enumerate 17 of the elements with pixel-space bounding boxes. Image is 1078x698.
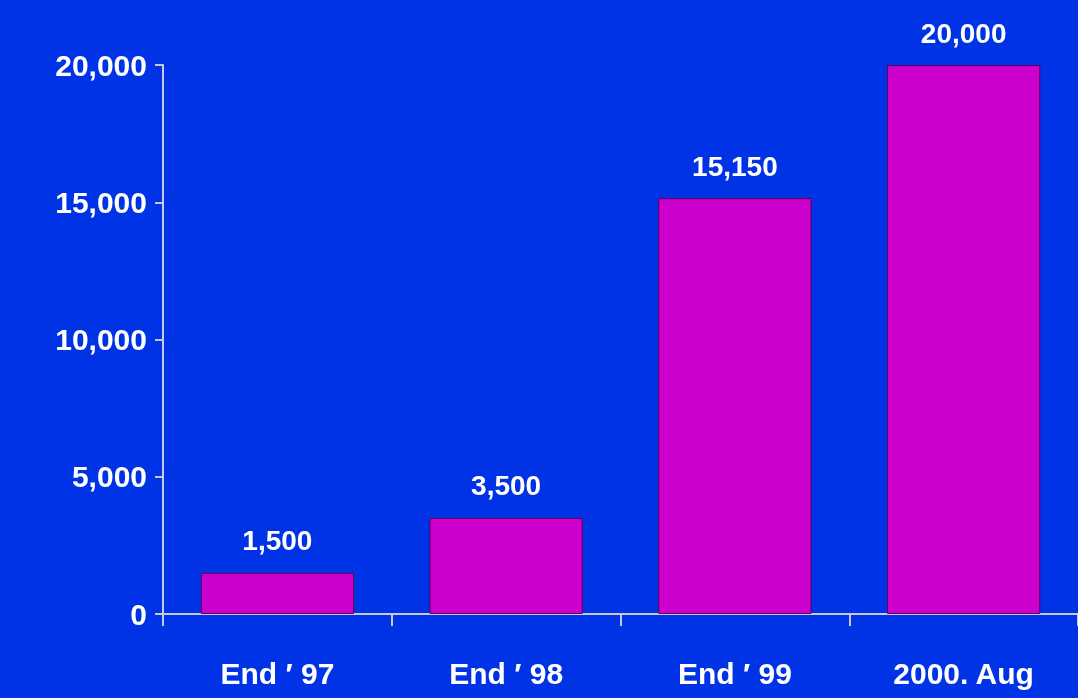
x-tick-label: End ′ 99: [677, 656, 792, 690]
y-tick-label: 5,000: [71, 460, 147, 494]
y-tick-label: 20,000: [55, 48, 147, 82]
data-label: 15,150: [692, 150, 778, 182]
y-tick-label: 15,000: [55, 185, 147, 219]
x-tick-label: 2000. Aug: [893, 656, 1034, 690]
bar: [429, 517, 583, 614]
bar: [200, 572, 355, 614]
bar: [658, 198, 812, 614]
data-label: 20,000: [920, 17, 1007, 49]
data-label: 3,500: [471, 470, 542, 502]
data-label: 1,500: [242, 525, 313, 557]
x-tick-label: End ′ 98: [449, 656, 564, 690]
y-tick-label: 0: [130, 597, 147, 631]
y-tick-label: 10,000: [55, 323, 147, 356]
bar: [886, 65, 1041, 614]
x-tick-label: End ′ 97: [220, 656, 335, 690]
